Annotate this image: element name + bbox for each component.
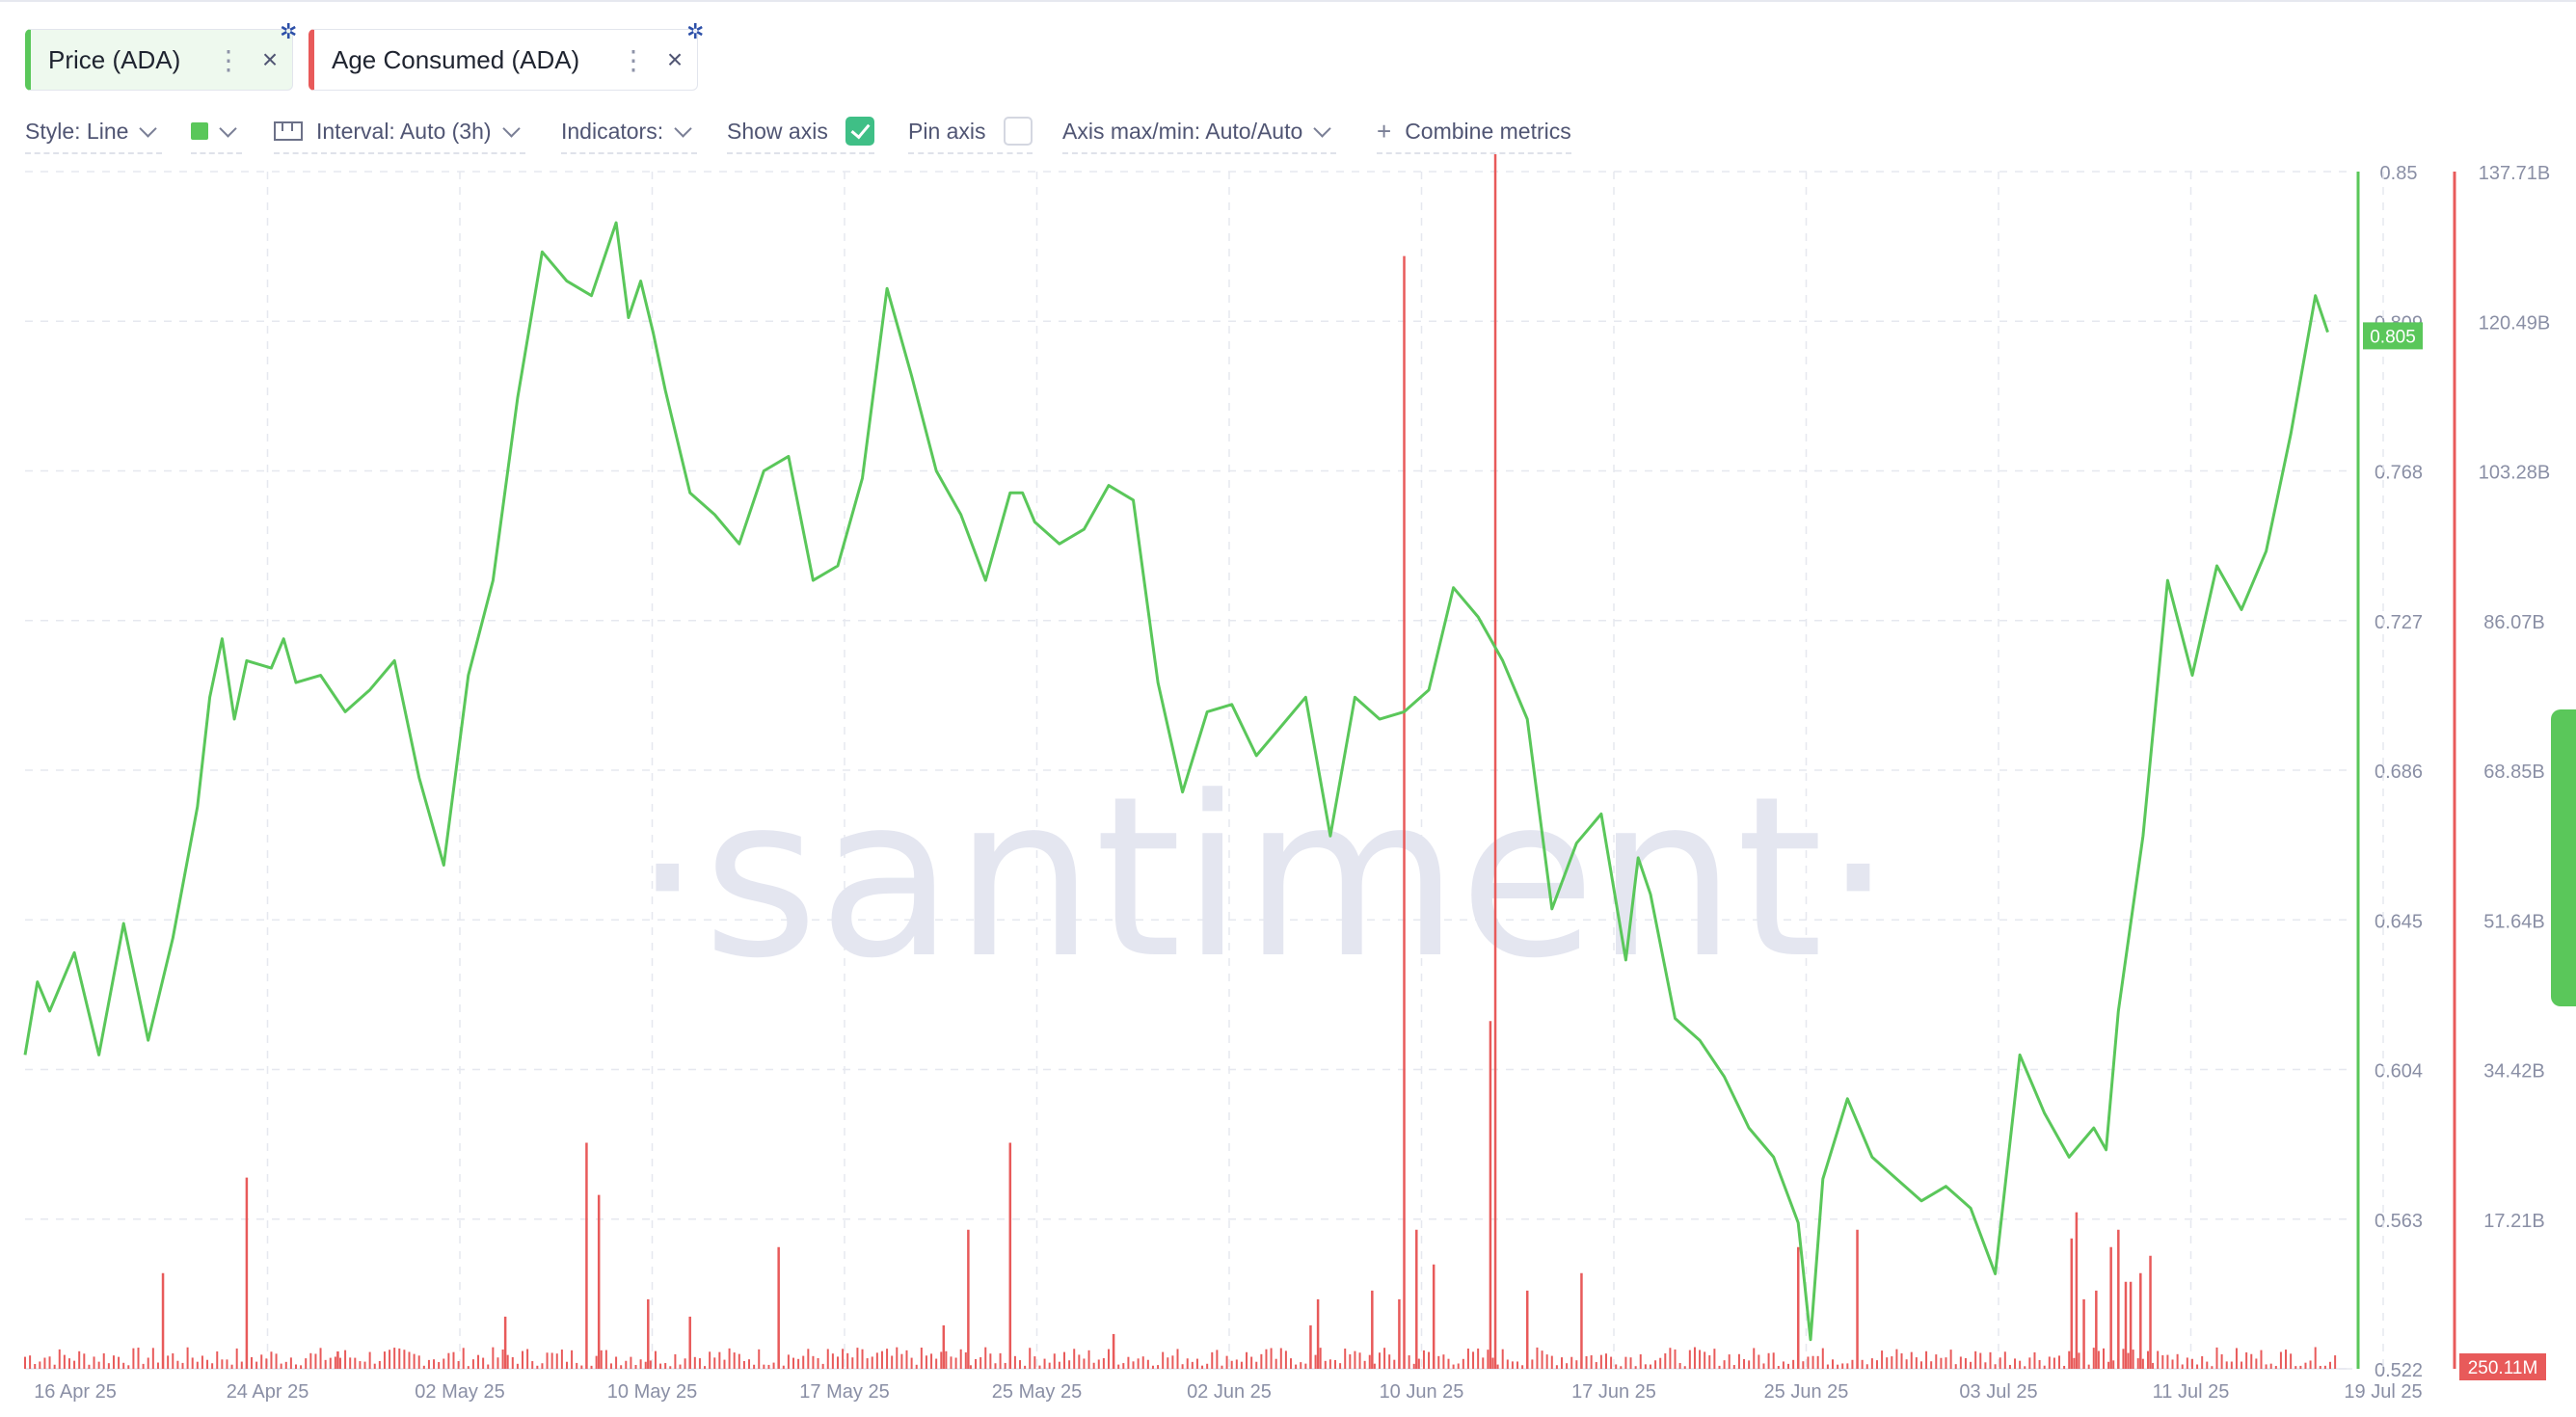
side-panel-tab[interactable] (2551, 709, 2576, 1006)
age-axis-tick-label: 86.07B (2483, 612, 2544, 633)
date-axis-tick-label: 16 Apr 25 (34, 1381, 117, 1403)
pin-axis-toggle[interactable]: Pin axis (908, 110, 1033, 154)
show-axis-checkbox[interactable] (845, 117, 874, 146)
color-swatch (191, 122, 208, 140)
age-axis-tick-label: 51.64B (2483, 911, 2544, 932)
age-last-value-badge (2459, 1353, 2546, 1380)
style-dropdown[interactable]: Style: Line (25, 110, 163, 154)
price-axis-tick-label: 0.686 (2375, 762, 2423, 783)
more-options-icon[interactable]: ⋮ (215, 44, 242, 75)
price-axis-tick-label: 0.85 (2380, 163, 2418, 184)
show-axis-toggle[interactable]: Show axis (727, 110, 874, 154)
combine-metrics-label: Combine metrics (1405, 118, 1571, 144)
age-axis-tick-label: 137.71B (2479, 163, 2551, 184)
metric-chip-price[interactable]: Price (ADA) ⋮ × (25, 29, 293, 91)
close-icon[interactable]: × (666, 44, 684, 74)
price-line (23, 221, 2329, 1342)
chevron-down-icon (1313, 119, 1331, 138)
price-age-chart[interactable]: 0.850.8090.7680.7270.6860.6450.6040.5630… (0, 154, 2576, 1417)
axis-minmax-label: Axis max/min: Auto/Auto (1062, 118, 1303, 144)
metric-chip-label: Price (ADA) (48, 44, 181, 74)
price-axis-tick-label: 0.645 (2375, 911, 2423, 932)
date-axis-tick-label: 10 May 25 (607, 1381, 697, 1403)
chevron-down-icon (501, 119, 521, 138)
interval-dropdown[interactable]: Interval: Auto (3h) (274, 110, 525, 154)
date-axis-tick-label: 02 May 25 (415, 1381, 504, 1403)
date-axis-tick-label: 25 May 25 (992, 1381, 1082, 1403)
axis-minmax-dropdown[interactable]: Axis max/min: Auto/Auto (1062, 110, 1337, 154)
cardano-icon: ✲ (280, 19, 298, 43)
price-last-value-badge (2363, 322, 2423, 350)
age-axis-tick-label: 120.49B (2479, 312, 2551, 334)
chevron-down-icon (139, 119, 158, 138)
price-axis-tick-label: 0.563 (2375, 1211, 2423, 1232)
date-axis-tick-label: 24 Apr 25 (227, 1381, 309, 1403)
date-axis-tick-label: 17 Jun 25 (1571, 1381, 1656, 1403)
top-border (0, 0, 2576, 2)
date-axis-tick-label: 25 Jun 25 (1764, 1381, 1849, 1403)
price-last-value-label: 0.805 (2370, 327, 2416, 347)
interval-label: Interval: Auto (3h) (316, 118, 492, 144)
age-axis-tick-label: 68.85B (2483, 762, 2544, 783)
metric-chip-age-consumed[interactable]: Age Consumed (ADA) ⋮ × (309, 29, 698, 91)
metric-chip-label: Age Consumed (ADA) (332, 44, 580, 74)
plus-icon: + (1377, 116, 1392, 146)
price-axis-tick-label: 0.522 (2375, 1360, 2423, 1381)
age-consumed-bars (24, 154, 2337, 1369)
price-axis-tick-label: 0.604 (2375, 1061, 2423, 1083)
more-options-icon[interactable]: ⋮ (620, 44, 647, 75)
combine-metrics-button[interactable]: + Combine metrics (1377, 110, 1571, 154)
price-axis-tick-label: 0.727 (2375, 612, 2423, 633)
chevron-down-icon (219, 119, 237, 138)
age-last-value-label: 250.11M (2468, 1358, 2538, 1378)
show-axis-label: Show axis (727, 118, 828, 144)
date-axis-tick-label: 11 Jul 25 (2153, 1381, 2230, 1403)
age-axis-tick-label: 103.28B (2479, 463, 2551, 484)
date-axis-tick-label: 10 Jun 25 (1380, 1381, 1464, 1403)
cardano-icon: ✲ (686, 19, 705, 43)
date-axis-tick-label: 03 Jul 25 (1959, 1381, 2037, 1403)
age-axis-tick-label: 17.21B (2483, 1211, 2544, 1232)
close-icon[interactable]: × (261, 44, 279, 74)
chevron-down-icon (674, 119, 692, 138)
indicators-label: Indicators: (561, 118, 664, 144)
date-axis-tick-label: 19 Jul 25 (2344, 1381, 2422, 1403)
indicators-dropdown[interactable]: Indicators: (561, 110, 698, 154)
santiment-watermark: ·santiment· (632, 750, 1893, 1007)
date-axis-tick-label: 02 Jun 25 (1187, 1381, 1272, 1403)
pin-axis-checkbox[interactable] (1003, 117, 1033, 146)
date-axis-tick-label: 17 May 25 (799, 1381, 889, 1403)
age-axis-tick-label: 34.42B (2483, 1061, 2544, 1083)
pin-axis-label: Pin axis (908, 118, 986, 144)
color-picker[interactable] (191, 110, 242, 154)
interval-icon (274, 121, 303, 141)
style-label: Style: Line (25, 118, 129, 144)
price-axis-tick-label: 0.768 (2375, 463, 2423, 484)
